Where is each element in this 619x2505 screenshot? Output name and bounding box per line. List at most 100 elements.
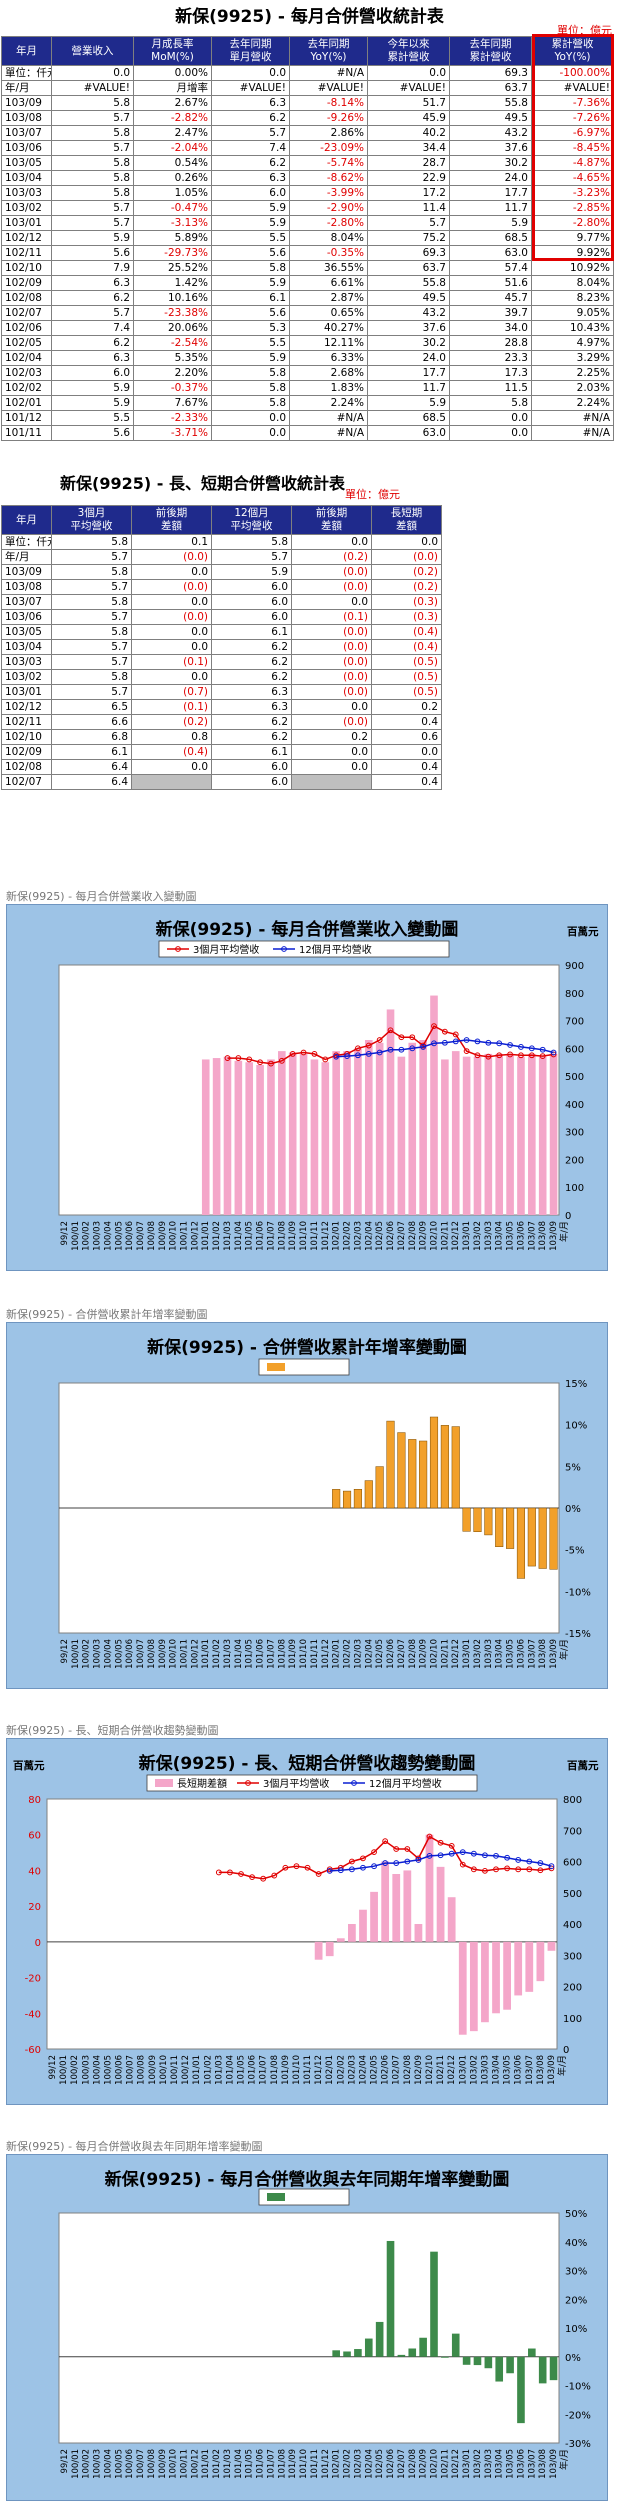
x-tick-label: 100/03: [93, 2449, 103, 2479]
table-cell: 69.3: [367, 245, 450, 261]
bar: [201, 1059, 210, 1215]
y-tick-label: -40: [25, 2009, 41, 2020]
x-tick-label: 102/09: [419, 1221, 429, 1251]
table-row: 102/07 6.4 6.0 0.4: [1, 774, 442, 790]
line-3m-avg-point: [371, 1849, 377, 1856]
x-tick-label: 101/01: [201, 1639, 211, 1669]
line-3m-avg-point: [293, 1863, 300, 1870]
line-3m-avg-point: [409, 1034, 416, 1041]
plot-area: [58, 2212, 560, 2444]
bar: [549, 2356, 558, 2381]
table-cell: 5.7: [51, 579, 132, 595]
x-tick-label: 100/05: [114, 1639, 124, 1669]
table-cell: 5.8: [449, 395, 532, 411]
table-cell: 39.7: [449, 305, 532, 321]
table-cell: (0.0): [291, 639, 372, 655]
x-tick-label: 103/04: [492, 2055, 502, 2085]
x-tick-label: 100/03: [93, 1639, 103, 1669]
table-row: 101/11 5.6 -3.71% 0.0 #N/A 63.0 0.0 #N/A: [1, 425, 614, 441]
x-tick-label: 101/10: [292, 2055, 302, 2085]
header-line: 前後期: [315, 507, 348, 519]
line-3m-avg-point: [507, 1051, 513, 1058]
table-row: 102/11 6.6 (0.2) 6.2 (0.0) 0.4: [1, 714, 442, 730]
x-tick-label: 100/08: [137, 2055, 147, 2085]
table-row: 103/05 5.8 0.0 6.1 (0.0) (0.4): [1, 624, 442, 640]
table-cell: (0.4): [131, 744, 212, 760]
bar: [469, 1941, 478, 2032]
bar: [547, 1941, 556, 1951]
table-cell: 11.7: [367, 380, 450, 396]
table-cell: #N/A: [289, 65, 368, 81]
line-12m-avg-point: [371, 1863, 377, 1870]
table-cell: 102/05: [1, 335, 52, 351]
chart3-caption: 新保(9925) - 長、短期合併營收趨勢變動圖: [6, 1724, 219, 1737]
table-row: 102/10 7.9 25.52% 5.8 36.55% 63.7 57.4 10.92%: [1, 260, 614, 276]
table-row: 102/08 6.4 0.0 6.0 0.0 0.4: [1, 759, 442, 775]
table-row: 102/09 6.1 (0.4) 6.1 0.0 0.0: [1, 744, 442, 760]
x-tick-label: 100/03: [93, 1221, 103, 1251]
table-cell: 103/04: [1, 170, 52, 186]
table-cell: 6.2: [211, 669, 292, 685]
line-12m-avg-point: [337, 1867, 344, 1874]
y-tick-label: -10%: [565, 2382, 591, 2393]
x-tick-label: 103/06: [516, 1221, 526, 1251]
y-tick-label: 900: [565, 961, 584, 972]
table-cell: (0.2): [371, 564, 442, 580]
line-12m-avg-point: [420, 1044, 427, 1050]
header-cell: 今年以來 累計營收: [367, 36, 450, 66]
x-tick-label: 101/12: [321, 1639, 331, 1669]
table-cell: #VALUE!: [51, 80, 134, 96]
table-cell: [131, 774, 212, 790]
legend-label: 3個月平均營收: [263, 1777, 329, 1790]
bar: [408, 1439, 417, 1509]
x-tick-label: 102/06: [386, 1639, 396, 1669]
bar: [343, 1051, 351, 1215]
plot-area: [46, 1798, 558, 2050]
legend-swatch: [155, 1779, 173, 1787]
table-row: 103/03 5.7 (0.1) 6.2 (0.0) (0.5): [1, 654, 442, 670]
table-cell: 2.47%: [133, 125, 212, 141]
table-cell: 7.67%: [133, 395, 212, 411]
x-tick-label: 102/05: [370, 2055, 380, 2085]
x-tick-label: 100/02: [82, 1639, 92, 1669]
x-tick-label: 100/09: [158, 1221, 168, 1251]
line-12m-avg-point: [515, 1857, 522, 1863]
table-cell: (0.0): [131, 549, 212, 565]
bar: [332, 1051, 340, 1215]
x-tick-label: 101/05: [245, 1639, 255, 1669]
bar: [386, 1420, 395, 1509]
line-3m-avg-point: [539, 1053, 546, 1060]
table-cell: 6.2: [211, 110, 290, 126]
bar: [375, 1466, 384, 1509]
table-cell: 5.7: [51, 140, 134, 156]
header-cell: 營業收入: [51, 36, 134, 66]
table-cell: 0.2: [291, 729, 372, 745]
table-cell: 17.7: [449, 185, 532, 201]
y-tick-label: -15%: [565, 1629, 591, 1640]
x-tick-label: 100/12: [190, 2449, 200, 2479]
table-cell: 6.2: [211, 155, 290, 171]
table-cell: 6.1: [211, 624, 292, 640]
table-cell: 34.0: [449, 320, 532, 336]
bar: [354, 2349, 362, 2357]
x-tick-label: 102/01: [332, 1639, 342, 1669]
x-tick-label: 103/08: [538, 2449, 548, 2479]
table-cell: 103/02: [1, 200, 52, 216]
table-row: 102/04 6.3 5.35% 5.9 6.33% 24.0 23.3 3.29%: [1, 350, 614, 366]
header-line: 年月: [16, 44, 37, 57]
bar: [354, 1048, 362, 1215]
table-cell: 2.68%: [289, 365, 368, 381]
x-tick-label: 102/04: [358, 2055, 368, 2085]
line-3m-avg-point: [426, 1833, 433, 1840]
bar: [430, 2251, 438, 2357]
table-cell: #N/A: [531, 425, 614, 441]
bar: [245, 1062, 254, 1215]
table-cell: 6.3: [211, 684, 292, 700]
line-12m-avg-point: [459, 1849, 466, 1856]
x-tick-label: 101/03: [214, 2055, 224, 2085]
table-cell: #N/A: [289, 410, 368, 426]
bar: [364, 1480, 373, 1509]
table-cell: (0.5): [371, 684, 442, 700]
table-cell: 5.8: [211, 534, 292, 550]
x-tick-label: 103/07: [527, 1221, 537, 1251]
